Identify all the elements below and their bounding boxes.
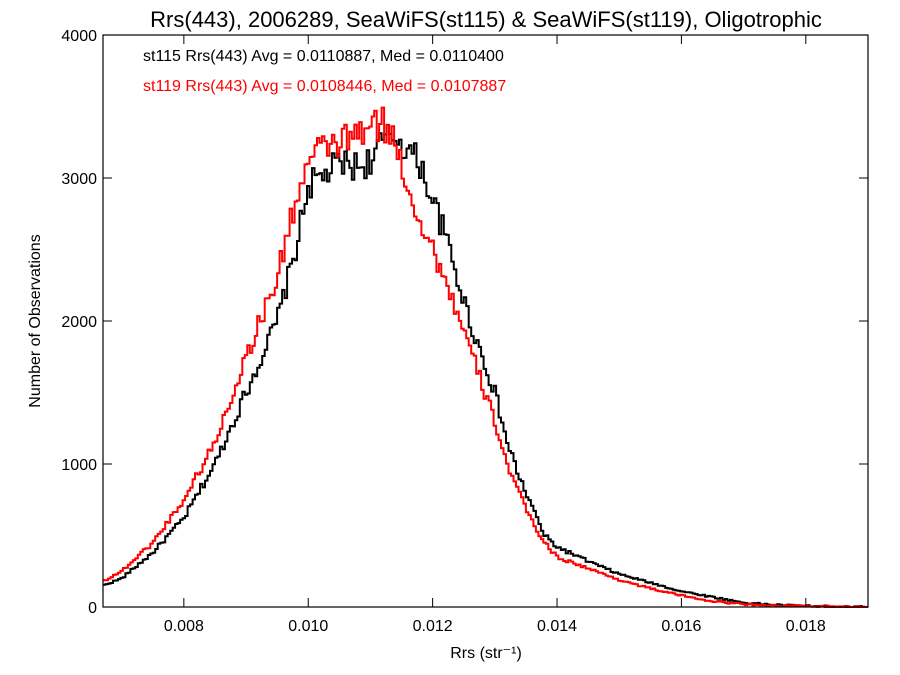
x-tick-label: 0.016: [661, 618, 701, 635]
x-tick-label: 0.010: [288, 618, 328, 635]
x-axis-label: Rrs (str⁻¹): [450, 645, 522, 662]
chart-title: Rrs(443), 2006289, SeaWiFS(st115) & SeaW…: [150, 7, 822, 32]
legend-st119: st119 Rrs(443) Avg = 0.0108446, Med = 0.…: [143, 78, 506, 95]
x-tick-label: 0.012: [413, 618, 453, 635]
x-tick-label: 0.014: [537, 618, 577, 635]
x-tick-label: 0.018: [786, 618, 826, 635]
y-axis: 0 1000 2000 3000 4000: [61, 28, 868, 617]
series-group: [103, 106, 868, 608]
x-tick-label: 0.008: [164, 618, 204, 635]
x-axis: 0.008 0.010 0.012 0.014 0.016 0.018: [164, 35, 826, 635]
y-tick-label: 1000: [61, 457, 97, 474]
y-tick-label: 4000: [61, 28, 97, 45]
y-tick-label: 0: [88, 600, 97, 617]
y-tick-label: 3000: [61, 171, 97, 188]
plot-frame: [102, 34, 869, 608]
legend-st115: st115 Rrs(443) Avg = 0.0110887, Med = 0.…: [143, 48, 504, 65]
series-st119-line: [103, 106, 868, 608]
y-axis-label: Number of Observations: [27, 234, 44, 407]
y-tick-label: 2000: [61, 314, 97, 331]
series-st115-line: [103, 123, 868, 608]
